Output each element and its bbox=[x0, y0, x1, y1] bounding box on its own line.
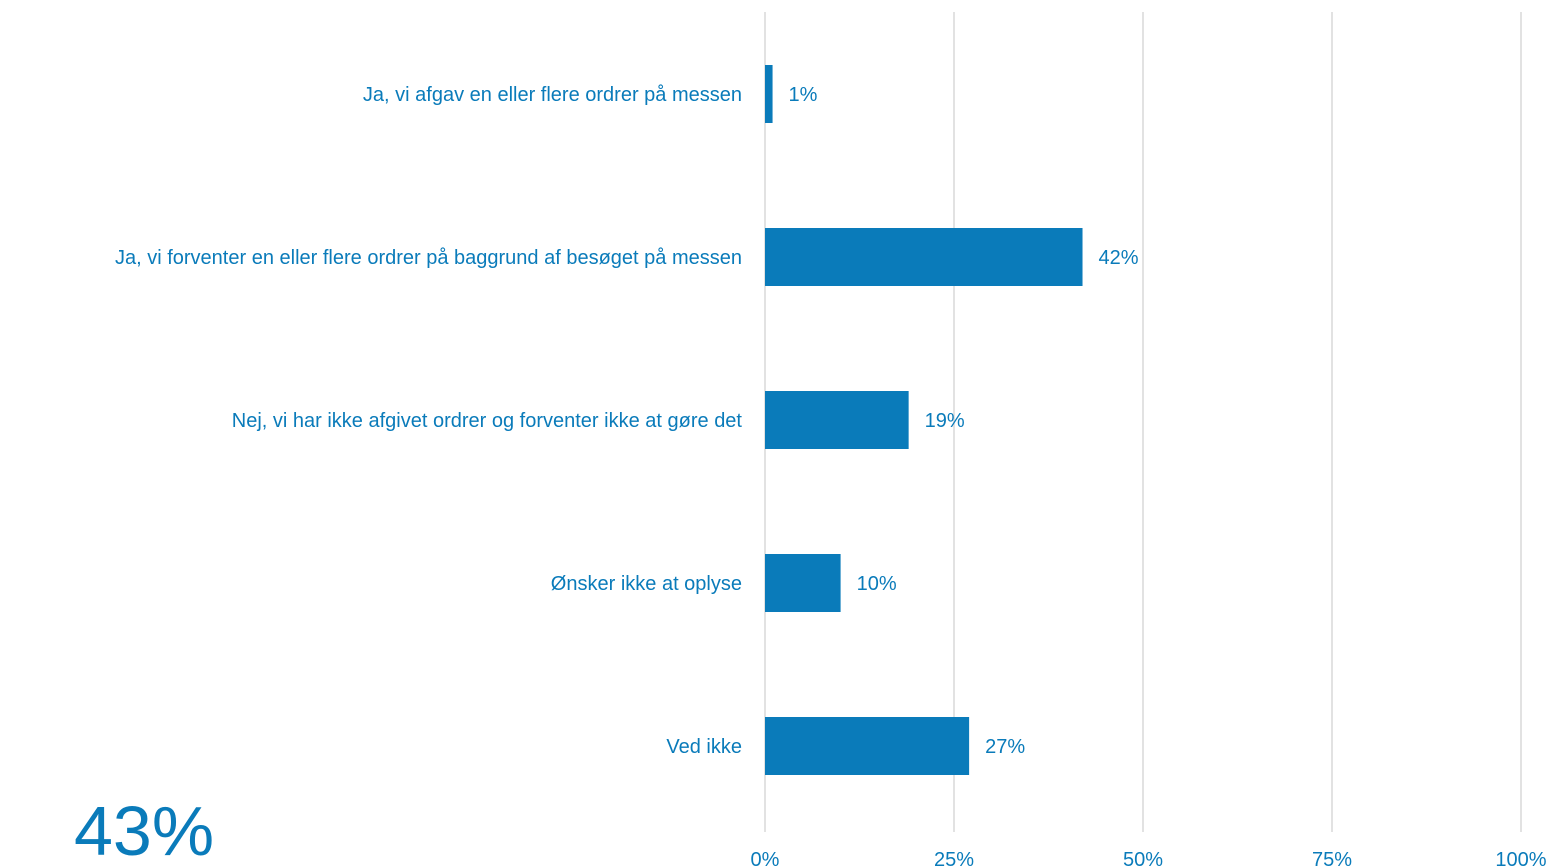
highlight-stat: 43% bbox=[74, 792, 215, 868]
x-tick-label: 50% bbox=[1123, 849, 1163, 868]
category-label: Ja, vi afgav en eller flere ordrer på me… bbox=[363, 84, 742, 106]
x-tick-label: 0% bbox=[751, 849, 780, 868]
x-tick-label: 100% bbox=[1495, 849, 1546, 868]
category-label: Nej, vi har ikke afgivet ordrer og forve… bbox=[232, 410, 743, 432]
category-label: Ja, vi forventer en eller flere ordrer p… bbox=[115, 247, 742, 269]
data-label: 19% bbox=[925, 410, 965, 432]
category-label: Ved ikke bbox=[666, 736, 742, 758]
bar bbox=[765, 717, 970, 775]
bar bbox=[765, 391, 909, 449]
data-label: 42% bbox=[1099, 247, 1139, 269]
x-tick-label: 25% bbox=[934, 849, 974, 868]
data-label: 10% bbox=[857, 573, 897, 595]
bar bbox=[765, 228, 1083, 286]
bar bbox=[765, 65, 773, 123]
category-label: Ønsker ikke at oplyse bbox=[551, 573, 742, 595]
x-tick-label: 75% bbox=[1312, 849, 1352, 868]
bar bbox=[765, 554, 841, 612]
data-label: 27% bbox=[985, 736, 1025, 758]
data-label: 1% bbox=[789, 84, 818, 106]
